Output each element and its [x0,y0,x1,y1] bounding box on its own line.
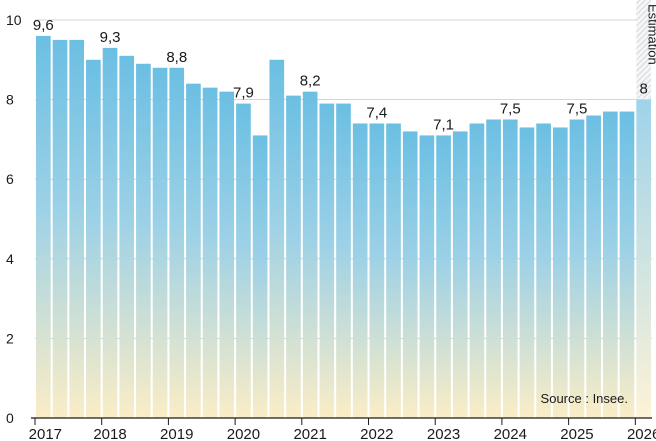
bar [136,63,151,418]
bar [52,39,68,419]
data-label: 9,6 [33,17,54,34]
bar [586,115,601,419]
x-tick-label: 2017 [29,426,62,441]
bar [402,131,418,418]
y-tick-label: 4 [6,251,14,267]
bar [236,103,251,418]
bar [436,135,451,419]
estimate-label: Estimation [646,4,656,65]
data-label: 7,1 [433,116,454,133]
x-tick-label: 2020 [227,426,260,441]
bar [502,119,518,418]
bar [286,95,301,419]
bar [536,123,551,418]
x-tick-label: 2021 [293,426,326,441]
source-note: Source : Insee. [541,391,628,406]
y-tick-label: 8 [6,92,14,108]
x-tick-label: 2026 [627,426,656,441]
bar [552,127,568,419]
data-labels: 9,6 9,3 8,8 7,9 8,2 7,4 7,1 7,5 7,5 8 [33,17,648,133]
bar [486,119,501,418]
x-tick-label: 2023 [427,426,460,441]
bar [452,131,468,418]
x-tick-label: 2019 [160,426,193,441]
data-label: 9,3 [100,29,121,46]
bar [169,67,185,418]
bar [369,123,385,418]
data-label: 7,4 [366,104,387,121]
x-tick-label: 2018 [93,426,126,441]
bar [319,103,335,418]
bar [469,123,485,418]
estimate-hatch-area [636,0,651,99]
bar [269,59,285,419]
bar [86,59,101,419]
bar [569,119,585,418]
y-tick-label: 0 [6,410,14,426]
y-tick-label: 6 [6,171,14,187]
data-label: 7,5 [500,101,521,118]
data-label: 7,5 [567,101,588,118]
bar [419,135,435,419]
bar [36,35,51,419]
bar [619,111,635,418]
bar-estimate [636,99,651,418]
bar [69,39,85,419]
y-tick-label: 2 [6,330,14,346]
axes: 2017 2018 2019 2020 2021 2022 2023 2024 2025 2026 [29,417,656,441]
bar [152,67,168,418]
data-label: 8 [639,81,647,98]
bar [602,111,618,418]
bar [336,103,351,418]
x-tick-label: 2024 [494,426,527,441]
bar [519,127,535,419]
x-tick-label: 2025 [560,426,593,441]
bar [302,91,318,418]
bar [186,83,201,419]
bars: Estimation [36,0,656,419]
data-label: 8,2 [300,73,321,90]
bar [219,91,235,418]
data-label: 7,9 [233,85,254,102]
data-label: 8,8 [166,49,187,66]
x-tick-label: 2022 [360,426,393,441]
bar [386,123,401,418]
bar [102,47,118,419]
bar [352,123,368,418]
bar [202,87,218,418]
y-tick-label: 10 [6,12,22,28]
bar [119,55,135,418]
bar [252,135,268,419]
